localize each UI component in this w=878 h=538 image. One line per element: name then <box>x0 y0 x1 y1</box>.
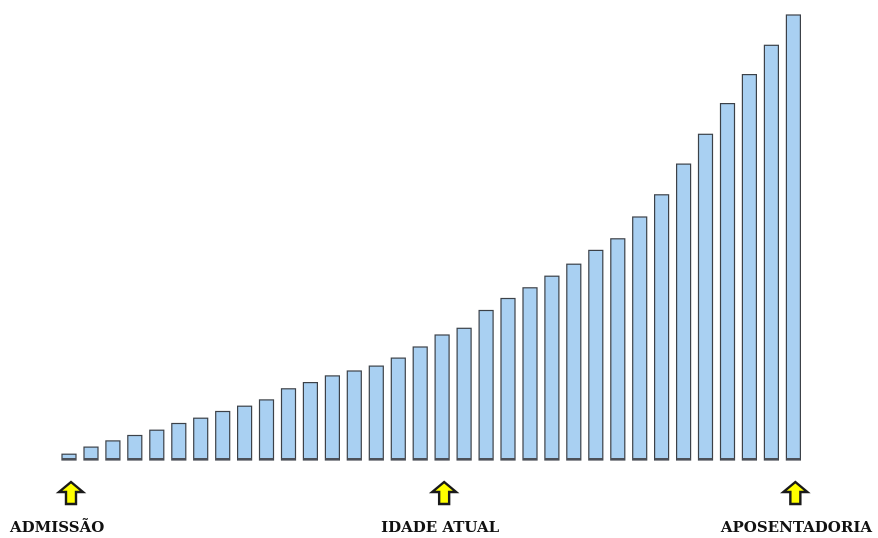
bar-base-30 <box>698 458 713 461</box>
bar-25 <box>588 249 604 461</box>
bar-20 <box>478 309 494 461</box>
bar-15 <box>368 365 384 461</box>
bar-10 <box>258 399 275 461</box>
bar-base-3 <box>105 458 120 461</box>
bar-base-19 <box>457 458 472 461</box>
bar-14 <box>346 370 362 461</box>
bar-base-2 <box>84 458 98 461</box>
bar-base-5 <box>149 458 164 461</box>
bar-base-7 <box>193 458 208 461</box>
bar-base-26 <box>610 458 625 461</box>
bar-base-18 <box>435 458 450 461</box>
bar-base-8 <box>215 458 230 461</box>
bar-19 <box>456 327 472 461</box>
marker-label: ADMISSÃO <box>9 517 104 536</box>
bar-base-1 <box>62 458 76 461</box>
bar-base-34 <box>786 458 801 461</box>
bar-base-6 <box>171 458 186 461</box>
bar-8 <box>215 410 231 461</box>
bar-base-25 <box>588 458 603 461</box>
marker-1: ADMISSÃO <box>9 480 104 536</box>
marker-3: APOSENTADORIA <box>720 480 872 536</box>
bar-18 <box>434 334 450 461</box>
bar-base-4 <box>127 458 142 461</box>
bar-base-20 <box>479 458 494 461</box>
bar-base-33 <box>764 458 779 461</box>
bar-31 <box>719 102 736 461</box>
bar-base-32 <box>742 458 757 461</box>
bar-24 <box>566 263 582 461</box>
bar-base-12 <box>303 458 318 461</box>
bar-16 <box>390 357 406 461</box>
bar-base-16 <box>391 458 406 461</box>
bar-13 <box>324 375 340 461</box>
bar-26 <box>610 238 626 461</box>
bar-base-10 <box>259 458 274 461</box>
bar-6 <box>171 422 187 461</box>
marker-label: IDADE ATUAL <box>381 518 500 536</box>
bar-28 <box>653 194 670 461</box>
bar-7 <box>193 417 209 461</box>
arrow-up-icon <box>55 480 87 506</box>
bar-base-14 <box>347 458 362 461</box>
bar-27 <box>632 216 648 461</box>
marker-2: IDADE ATUAL <box>381 480 500 536</box>
bar-9 <box>237 405 253 461</box>
bar-base-11 <box>281 458 296 461</box>
bar-base-31 <box>720 458 735 461</box>
bar-base-23 <box>544 458 559 461</box>
bars-layer <box>61 14 802 461</box>
bar-21 <box>500 297 516 461</box>
bar-base-15 <box>369 458 384 461</box>
bar-base-28 <box>654 458 669 461</box>
bar-33 <box>763 44 780 461</box>
bar-12 <box>302 382 318 461</box>
bar-base-21 <box>501 458 515 461</box>
bar-base-29 <box>676 458 691 461</box>
bar-4 <box>127 434 143 461</box>
bar-base-22 <box>523 458 537 461</box>
bar-22 <box>522 287 538 461</box>
bar-34 <box>785 14 802 461</box>
bar-base-27 <box>632 458 647 461</box>
bar-30 <box>697 133 714 461</box>
bar-29 <box>675 163 692 461</box>
bar-32 <box>741 73 758 461</box>
bar-5 <box>149 429 165 461</box>
bar-base-13 <box>325 458 340 461</box>
bar-11 <box>280 388 297 461</box>
bar-3 <box>105 440 121 461</box>
bar-base-24 <box>566 458 581 461</box>
markers-layer: ADMISSÃO IDADE ATUAL APOSENTADORIA <box>9 480 872 536</box>
marker-label: APOSENTADORIA <box>720 518 872 536</box>
bar-base-17 <box>413 458 428 461</box>
arrow-up-icon <box>780 480 811 506</box>
bar-base-9 <box>237 458 252 461</box>
bar-23 <box>544 275 560 461</box>
arrow-up-icon <box>428 480 460 506</box>
bar-17 <box>412 346 428 461</box>
